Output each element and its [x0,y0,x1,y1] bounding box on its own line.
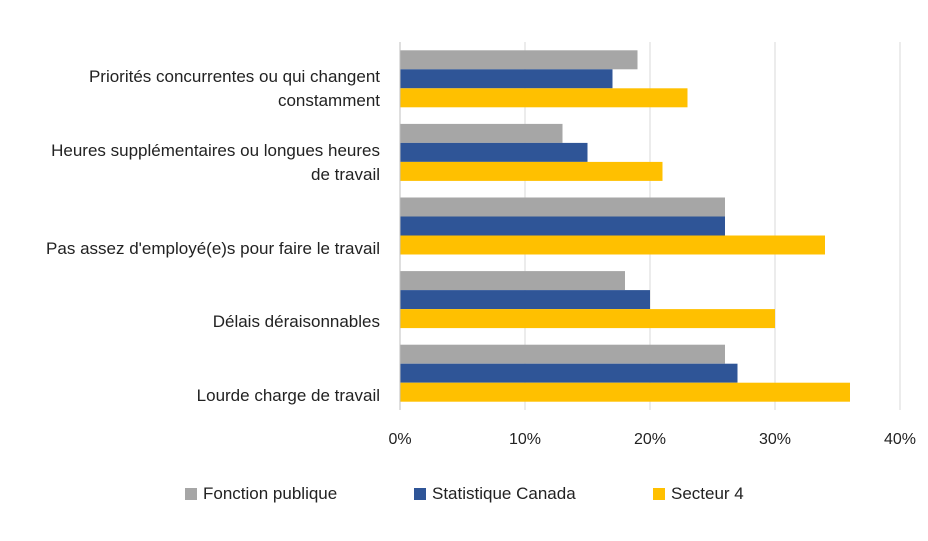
bar-2-0 [400,197,725,217]
category-label-1-line-0: Heures supplémentaires ou longues heures [51,141,380,160]
bar-0-2 [400,88,688,108]
bar-1-1 [400,142,588,162]
category-label-2-line-0: Pas assez d'employé(e)s pour faire le tr… [46,239,380,258]
category-label-1-line-1: de travail [311,165,380,184]
legend-item-secteur-4: Secteur 4 [653,484,744,504]
category-label-0-line-1: constamment [277,91,380,110]
bar-0-1 [400,69,613,89]
x-tick-label-4: 40% [884,431,916,448]
bar-3-0 [400,271,625,291]
legend-swatch-0 [185,488,197,500]
x-tick-label-1: 10% [509,431,541,448]
category-label-1: Heures supplémentaires ou longues heures… [0,139,380,187]
category-label-0-line-0: Priorités concurrentes ou qui changent [88,67,380,86]
legend-item-fonction-publique: Fonction publique [185,484,337,504]
bar-1-0 [400,123,563,143]
bar-4-0 [400,344,725,364]
category-label-3: Délais déraisonnables [0,310,380,334]
category-label-4-line-0: Lourde charge de travail [196,386,380,405]
legend-swatch-2 [653,488,665,500]
legend-label-2: Secteur 4 [671,484,744,503]
x-tick-label-2: 20% [634,431,666,448]
legend-swatch-1 [414,488,426,500]
bar-3-2 [400,309,775,329]
bar-0-0 [400,50,638,70]
legend-label-0: Fonction publique [203,484,338,503]
category-label-4: Lourde charge de travail [0,384,380,408]
category-label-3-line-0: Délais déraisonnables [212,312,380,331]
legend-label-1: Statistique Canada [432,484,576,503]
bar-1-2 [400,161,663,181]
legend-item-statistique-canada: Statistique Canada [414,484,576,504]
bar-2-2 [400,235,825,255]
bar-4-2 [400,382,850,402]
x-tick-label-0: 0% [388,431,411,448]
legend: Fonction publique Statistique Canada Sec… [0,484,928,508]
category-label-2: Pas assez d'employé(e)s pour faire le tr… [0,237,380,261]
category-label-0: Priorités concurrentes ou qui changent c… [0,65,380,113]
bar-3-1 [400,290,650,310]
bar-4-1 [400,363,738,383]
x-tick-label-3: 30% [759,431,791,448]
bar-2-1 [400,216,725,236]
